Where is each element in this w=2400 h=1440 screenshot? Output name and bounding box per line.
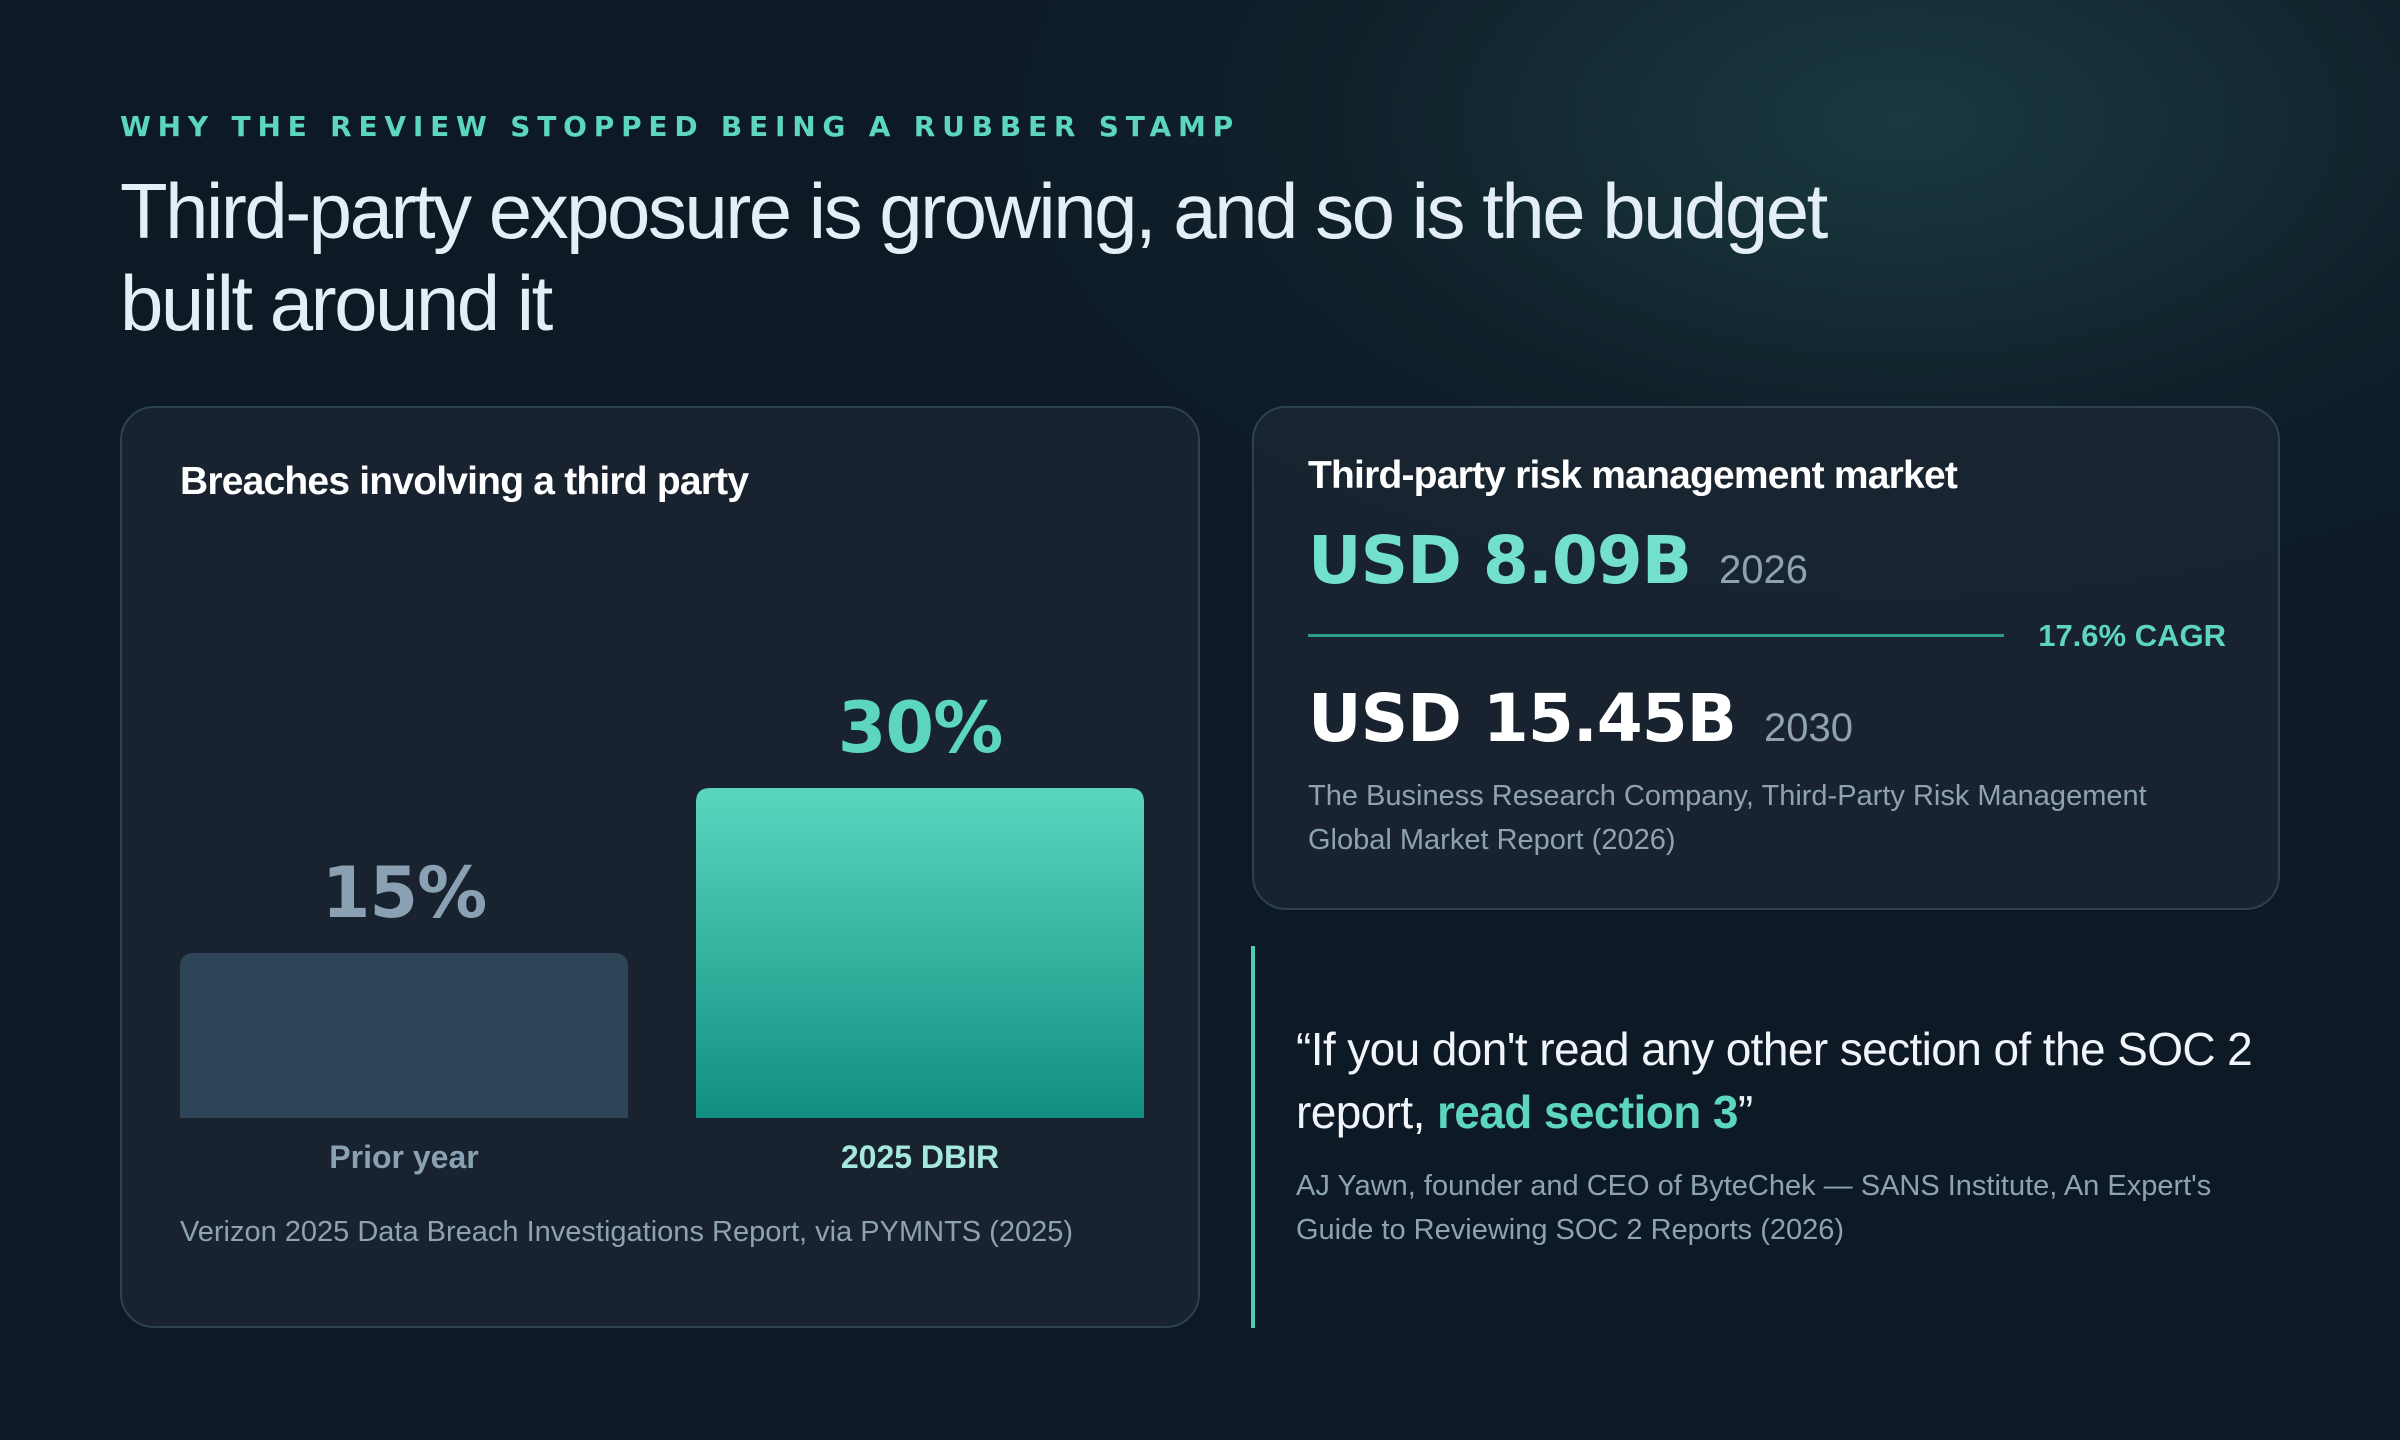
market-value-2026: USD 8.09B [1308, 522, 1692, 599]
breaches-card: 15% Prior year 30% 2025 DBIR Breaches invol… [120, 406, 1200, 1328]
market-stat-2026: USD 8.09B 2026 [1308, 522, 1808, 599]
quote-close: ” [1737, 1086, 1753, 1138]
eyebrow: WHY THE REVIEW STOPPED BEING A RUBBER ST… [120, 110, 1240, 143]
bar-value-label: 15% [322, 852, 487, 934]
bar-category-label: 2025 DBIR [841, 1139, 999, 1175]
market-value-2030: USD 15.45B [1308, 680, 1737, 757]
quote-accent-bar [1251, 946, 1255, 1328]
quote-attribution: AJ Yawn, founder and CEO of ByteChek — S… [1296, 1170, 2212, 1246]
market-card-title: Third-party risk management market [1308, 454, 1958, 497]
page-title: Third-party exposure is growing, and so … [120, 167, 1828, 347]
breaches-card-title: Breaches involving a third party [180, 460, 749, 503]
bar-value-label: 30% [838, 687, 1003, 769]
bar-0 [180, 953, 628, 1118]
quote-text: “If you don't read any other section of … [1296, 1023, 2253, 1138]
market-stat-2030: USD 15.45B 2030 [1308, 680, 1853, 757]
bar-1 [696, 788, 1144, 1118]
cagr-label: 17.6% CAGR [2038, 618, 2226, 653]
quote-highlight: read section 3 [1436, 1086, 1739, 1138]
bar-category-label: Prior year [329, 1139, 478, 1175]
breaches-source: Verizon 2025 Data Breach Investigations … [180, 1216, 1074, 1248]
cagr-line [1308, 634, 2004, 637]
market-card: Third-party risk management market USD 8… [1252, 406, 2280, 910]
market-year-2030: 2030 [1763, 706, 1853, 750]
market-source: The Business Research Company, Third-Par… [1308, 780, 2147, 856]
market-year-2026: 2026 [1719, 548, 1809, 592]
breaches-chart: 15% Prior year 30% 2025 DBIR [180, 687, 1144, 1175]
pull-quote: “If you don't read any other section of … [1296, 1018, 2286, 1144]
